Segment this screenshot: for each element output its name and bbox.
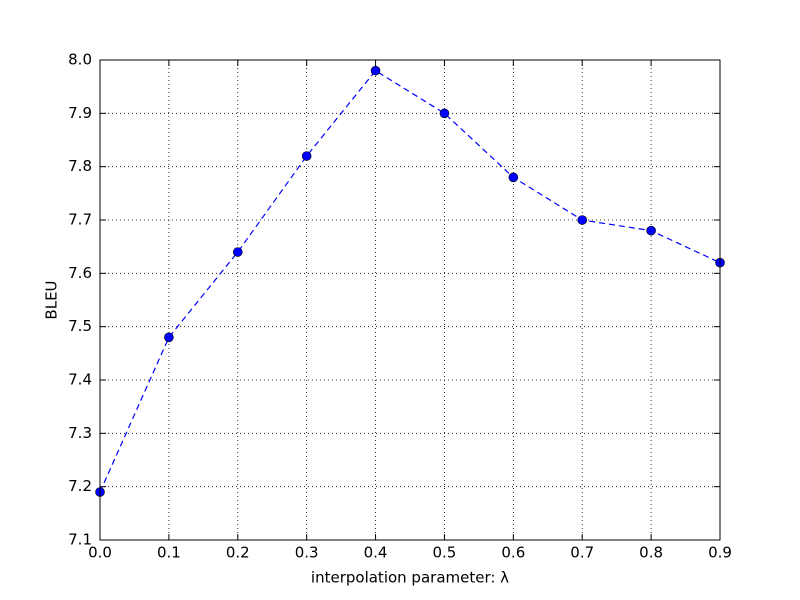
data-point [439,108,450,119]
data-point [164,332,174,343]
x-tick-label: 0.2 [226,544,250,562]
x-tick-label: 0.0 [88,544,112,562]
data-point [232,247,243,257]
x-tick-label: 0.1 [157,544,181,562]
data-point [646,225,656,236]
x-tick-label: 0.4 [364,544,388,562]
data-point [577,215,588,225]
y-axis-label: BLEU [43,280,61,319]
y-tick-label: 7.7 [68,211,92,229]
y-tick-label: 7.8 [68,157,92,175]
y-tick-label: 7.3 [68,424,92,442]
plot-frame [99,59,721,541]
y-tick-label: 7.4 [68,371,92,389]
x-tick-label: 0.5 [433,544,457,562]
data-line [99,69,721,493]
y-tick-label: 7.2 [68,477,92,495]
x-axis-label: interpolation parameter: λ [311,569,509,587]
x-tick-label: 0.7 [570,544,594,562]
x-tick-label: 0.9 [708,544,732,562]
y-tick-label: 7.6 [68,264,92,282]
y-tick-label: 7.1 [68,531,92,549]
x-tick-label: 0.8 [639,544,663,562]
data-point [301,151,312,161]
x-tick-label: 0.6 [501,544,525,562]
data-point [370,65,381,76]
y-tick-label: 8.0 [68,51,92,69]
y-tick-label: 7.5 [68,317,92,335]
data-point [508,172,519,183]
y-tick-label: 7.9 [68,104,92,122]
x-tick-label: 0.3 [295,544,319,562]
